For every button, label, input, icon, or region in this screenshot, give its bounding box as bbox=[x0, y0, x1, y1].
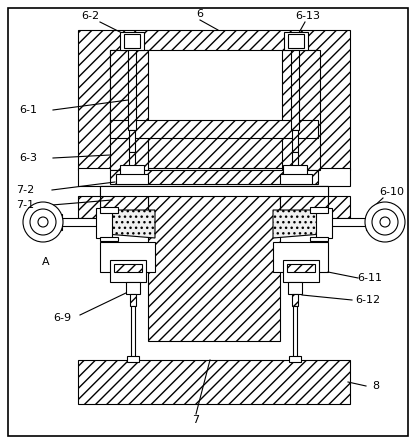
Bar bbox=[100, 207, 118, 213]
Text: 6-11: 6-11 bbox=[357, 273, 382, 283]
Text: 6-10: 6-10 bbox=[379, 187, 404, 197]
Circle shape bbox=[30, 209, 56, 235]
Bar bbox=[124, 34, 140, 48]
Bar bbox=[284, 32, 308, 50]
Text: 7: 7 bbox=[193, 415, 200, 425]
Text: 7-2: 7-2 bbox=[16, 185, 34, 195]
Bar bbox=[148, 186, 280, 341]
Bar bbox=[110, 170, 318, 184]
Polygon shape bbox=[106, 210, 155, 238]
Bar bbox=[78, 360, 350, 404]
Bar bbox=[129, 130, 135, 152]
Bar bbox=[55, 218, 105, 226]
Bar bbox=[110, 120, 318, 138]
Circle shape bbox=[23, 202, 63, 242]
Text: 6: 6 bbox=[196, 9, 203, 19]
Bar bbox=[78, 30, 350, 170]
Bar bbox=[131, 306, 135, 358]
Bar bbox=[289, 356, 301, 362]
Bar bbox=[100, 237, 118, 241]
Bar bbox=[100, 242, 155, 272]
Text: 6-12: 6-12 bbox=[355, 295, 381, 305]
Bar bbox=[293, 306, 297, 358]
Bar bbox=[120, 32, 144, 50]
Text: 6-1: 6-1 bbox=[19, 105, 37, 115]
Bar bbox=[288, 34, 304, 48]
Bar bbox=[100, 186, 148, 228]
Bar bbox=[283, 165, 307, 175]
Bar bbox=[273, 242, 328, 272]
Text: 6-13: 6-13 bbox=[295, 11, 320, 21]
Bar bbox=[280, 186, 328, 228]
Bar bbox=[310, 207, 328, 213]
Bar bbox=[127, 356, 139, 362]
Bar bbox=[323, 218, 373, 226]
Circle shape bbox=[372, 209, 398, 235]
Bar bbox=[129, 152, 135, 170]
Bar bbox=[100, 186, 328, 196]
Bar bbox=[96, 208, 112, 238]
Text: 6-2: 6-2 bbox=[81, 11, 99, 21]
Bar bbox=[120, 165, 144, 175]
Bar bbox=[126, 282, 140, 294]
Text: 6-9: 6-9 bbox=[53, 313, 71, 323]
Bar bbox=[114, 264, 142, 272]
Bar bbox=[292, 130, 298, 152]
Bar bbox=[110, 50, 148, 170]
Bar bbox=[130, 294, 136, 306]
Bar bbox=[116, 174, 148, 184]
Circle shape bbox=[380, 217, 390, 227]
Bar bbox=[366, 214, 378, 230]
Bar bbox=[282, 50, 320, 170]
Bar bbox=[128, 50, 136, 130]
Text: A: A bbox=[42, 257, 50, 267]
Bar bbox=[78, 196, 100, 218]
Bar bbox=[316, 208, 332, 238]
Circle shape bbox=[365, 202, 405, 242]
Text: 6-3: 6-3 bbox=[19, 153, 37, 163]
Circle shape bbox=[38, 217, 48, 227]
Bar bbox=[292, 294, 298, 306]
Bar bbox=[288, 282, 302, 294]
Bar bbox=[110, 260, 146, 282]
Text: 8: 8 bbox=[372, 381, 379, 391]
Bar bbox=[283, 260, 319, 282]
Text: 7-1: 7-1 bbox=[16, 200, 34, 210]
Bar bbox=[287, 264, 315, 272]
Bar bbox=[328, 196, 350, 218]
Bar bbox=[310, 237, 328, 241]
Bar bbox=[292, 152, 298, 170]
Bar bbox=[291, 50, 299, 130]
Bar bbox=[280, 174, 312, 184]
Bar bbox=[78, 168, 350, 186]
Bar bbox=[50, 214, 62, 230]
Polygon shape bbox=[273, 210, 322, 238]
Bar bbox=[110, 50, 318, 135]
